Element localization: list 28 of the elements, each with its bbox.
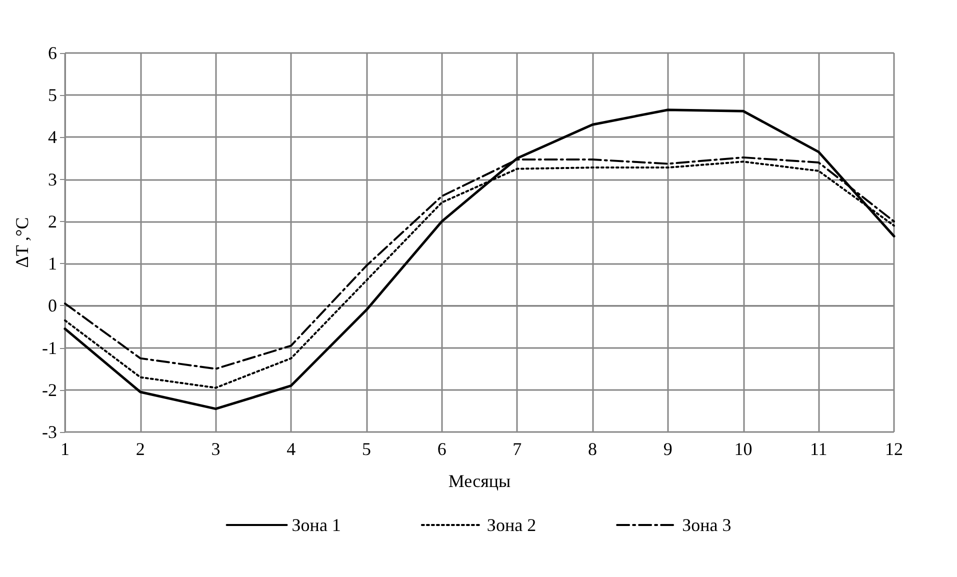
x-tick-label: 5 [362,439,371,459]
y-tick-label: 2 [48,211,57,232]
x-tick-label: 7 [512,439,522,459]
x-tick-label: 3 [211,439,220,459]
legend-label: Зона 2 [486,515,536,535]
legend-label: Зона 1 [292,515,341,535]
y-tick-label: -2 [42,380,57,400]
x-tick-label: 12 [885,439,903,459]
x-tick-label: 11 [810,439,828,459]
y-tick-label: 4 [48,127,57,148]
y-tick-label: 6 [48,43,57,63]
x-tick-label: 8 [588,439,598,459]
x-tick-label: 6 [437,439,446,459]
legend-label: Зона 3 [682,515,732,535]
y-axis-title: ΔT ,°C [12,217,32,268]
x-tick-label: 1 [60,439,70,459]
y-tick-label: 5 [48,85,57,106]
y-tick-label: 1 [48,254,57,274]
y-tick-label: -1 [42,338,57,358]
y-tick-label: 0 [48,296,57,316]
y-tick-label: -3 [42,422,57,442]
y-tick-label: 3 [48,169,57,190]
x-tick-label: 10 [734,439,752,459]
x-axis-title: Месяцы [448,471,511,491]
x-tick-label: 4 [286,439,296,459]
line-series [64,108,896,410]
x-tick-label: 2 [136,439,145,459]
x-tick-label: 9 [663,439,672,459]
